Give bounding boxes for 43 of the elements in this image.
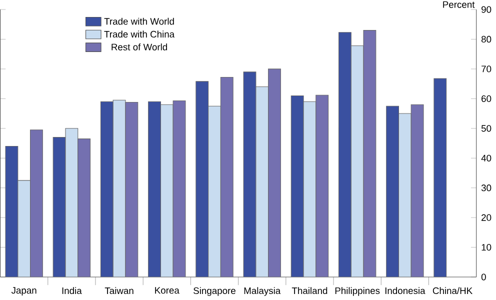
x-tick-label: Thailand [292, 286, 328, 294]
bar [112, 100, 126, 277]
y-axis-title: Percent [443, 1, 475, 8]
bar [303, 101, 316, 277]
x-tick-label: Singapore [194, 286, 236, 296]
legend-label: Rest of World [112, 43, 168, 50]
bar [398, 113, 412, 277]
y-tick-label: 30 [481, 184, 492, 192]
x-tick-label: Japan [11, 286, 36, 296]
y-tick-label: 40 [481, 154, 492, 162]
bar [256, 86, 269, 277]
x-tick-label: Indonesia [385, 286, 426, 294]
y-tick-label: 20 [482, 214, 492, 221]
bar [386, 106, 400, 277]
y-tick-label: 70 [482, 65, 492, 72]
y-tick-label: 50 [481, 124, 492, 132]
bar [18, 180, 31, 277]
bar [338, 32, 352, 277]
bar [148, 101, 161, 277]
y-tick-label: 10 [482, 244, 492, 250]
bar [5, 146, 18, 277]
y-tick-label: 0 [481, 274, 486, 280]
legend-label: Trade with World [104, 18, 174, 25]
bar [52, 136, 66, 277]
x-tick-label: China/HK [432, 286, 472, 294]
bar [434, 78, 447, 277]
y-tick-label: 60 [482, 95, 492, 102]
bar [160, 104, 174, 277]
x-tick-label: Taiwan [104, 286, 134, 294]
x-tick-label: Philippines [335, 286, 380, 296]
bar [100, 101, 114, 277]
bar [243, 71, 256, 277]
bar [208, 106, 221, 277]
y-tick-label: 90 [482, 6, 492, 13]
y-tick-label: 80 [481, 36, 492, 42]
x-tick-label: Malaysia [244, 286, 281, 296]
bar [65, 128, 78, 277]
x-tick-label: Korea [155, 286, 180, 294]
bar [290, 95, 304, 277]
x-tick-label: India [62, 286, 82, 294]
bar [350, 45, 364, 277]
legend-label: Trade with China [104, 30, 175, 38]
bar [196, 80, 209, 277]
